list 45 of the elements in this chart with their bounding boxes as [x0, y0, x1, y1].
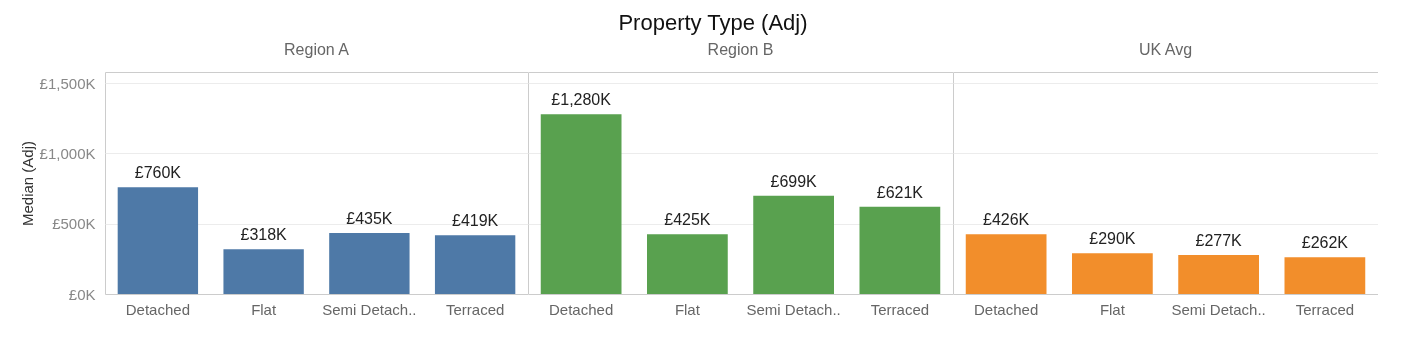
data-label: £435K — [346, 209, 393, 227]
data-label: £419K — [451, 212, 499, 230]
bar — [647, 234, 728, 294]
x-tick-label: Flat — [1099, 300, 1126, 318]
bar — [965, 234, 1047, 294]
data-label: £699K — [770, 172, 818, 190]
data-label: £290K — [1089, 230, 1136, 248]
bar — [223, 249, 304, 294]
x-tick-label: Detached — [549, 300, 614, 318]
y-axis-title: Median (Adj) — [18, 140, 36, 227]
chart-subtitle: Region A — [284, 41, 350, 58]
chart-subtitle: UK Avg — [1138, 41, 1193, 58]
data-label: £262K — [1301, 234, 1349, 252]
data-label: £1,280K — [551, 91, 612, 109]
x-tick-label: Detached — [125, 300, 190, 318]
bar — [1178, 255, 1259, 294]
y-tick-label: £1,000K — [39, 144, 96, 162]
x-tick-label: Flat — [674, 300, 701, 318]
bar — [753, 195, 834, 294]
x-tick-label: Semi Detach.. — [322, 300, 417, 318]
x-tick-label: Detached — [974, 300, 1039, 318]
data-label: £760K — [134, 164, 182, 182]
x-tick-label: Semi Detach.. — [746, 300, 841, 318]
data-label: £425K — [664, 211, 711, 229]
chart-title: Property Type (Adj) — [618, 10, 808, 37]
data-label: £277K — [1195, 232, 1243, 250]
chart-subtitle: Region B — [707, 41, 774, 58]
x-tick-label: Semi Detach.. — [1171, 300, 1266, 318]
bar — [1072, 253, 1153, 294]
data-label: £426K — [982, 211, 1030, 229]
x-tick-label: Terraced — [1295, 300, 1355, 318]
y-tick-label: £0K — [68, 285, 96, 303]
bar — [540, 114, 622, 294]
y-tick-label: £1,500K — [39, 74, 96, 92]
bar — [329, 232, 410, 294]
x-tick-label: Terraced — [445, 300, 505, 318]
data-label: £318K — [240, 226, 288, 244]
bar — [1284, 257, 1366, 294]
bar — [117, 187, 199, 294]
y-tick-label: £500K — [52, 215, 96, 233]
data-label: £621K — [876, 183, 924, 201]
x-tick-label: Flat — [251, 300, 277, 318]
x-tick-label: Terraced — [870, 300, 930, 318]
bar — [434, 235, 516, 294]
bar — [859, 206, 941, 294]
